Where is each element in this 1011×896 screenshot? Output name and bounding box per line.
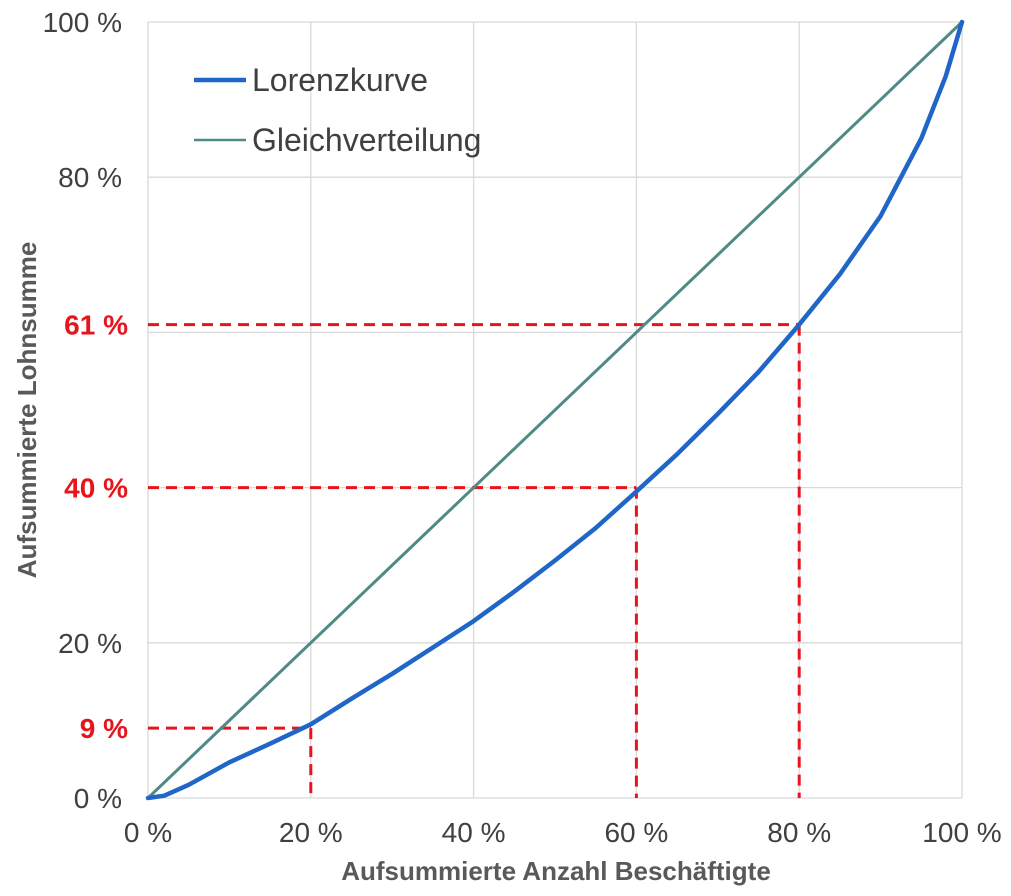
x-tick-label: 0 % xyxy=(124,817,172,848)
legend: Lorenzkurve Gleichverteilung xyxy=(194,62,481,158)
legend-label: Gleichverteilung xyxy=(252,122,481,158)
y-tick-label: 100 % xyxy=(43,7,122,38)
x-tick-label: 100 % xyxy=(922,817,1001,848)
y-tick-label: 0 % xyxy=(74,783,122,814)
y-tick-label: 80 % xyxy=(58,162,122,193)
reference-value-label: 9 % xyxy=(80,713,128,744)
legend-label: Lorenzkurve xyxy=(252,62,428,98)
x-axis-title: Aufsummierte Anzahl Beschäftigte xyxy=(341,856,771,886)
x-tick-label: 20 % xyxy=(279,817,343,848)
series-lines xyxy=(145,19,965,801)
lorenz-curve-line xyxy=(145,19,965,801)
x-tick-label: 80 % xyxy=(767,817,831,848)
equality-line xyxy=(146,20,964,800)
x-tick-label: 40 % xyxy=(442,817,506,848)
x-tick-labels: 0 % 20 % 40 % 60 % 80 % 100 % xyxy=(124,817,1002,848)
reference-value-label: 61 % xyxy=(64,310,128,341)
reference-value-label: 40 % xyxy=(64,473,128,504)
y-tick-label: 20 % xyxy=(58,628,122,659)
x-tick-label: 60 % xyxy=(604,817,668,848)
y-tick-labels: 0 % 20 % 80 % 100 % xyxy=(43,7,122,814)
y-axis-title: Aufsummierte Lohnsumme xyxy=(12,242,42,579)
reference-lines: 9 % 40 % 61 % xyxy=(64,310,801,798)
